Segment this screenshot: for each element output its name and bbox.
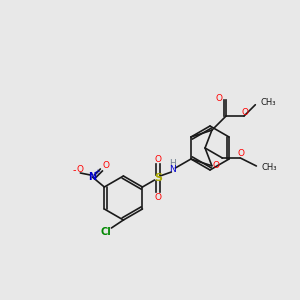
Text: O: O bbox=[154, 193, 161, 202]
Text: O: O bbox=[238, 148, 245, 158]
Text: O: O bbox=[212, 161, 219, 170]
Text: O: O bbox=[215, 94, 223, 103]
Text: N: N bbox=[88, 172, 96, 182]
Text: +: + bbox=[94, 169, 100, 175]
Text: CH₃: CH₃ bbox=[261, 164, 277, 172]
Text: O: O bbox=[154, 154, 161, 164]
Text: N: N bbox=[169, 164, 176, 173]
Text: Cl: Cl bbox=[100, 227, 111, 237]
Text: H: H bbox=[169, 158, 176, 167]
Text: O: O bbox=[242, 108, 248, 117]
Text: S: S bbox=[154, 173, 162, 183]
Text: -: - bbox=[73, 165, 76, 175]
Text: CH₃: CH₃ bbox=[260, 98, 276, 107]
Text: O: O bbox=[103, 160, 110, 169]
Text: O: O bbox=[77, 166, 84, 175]
